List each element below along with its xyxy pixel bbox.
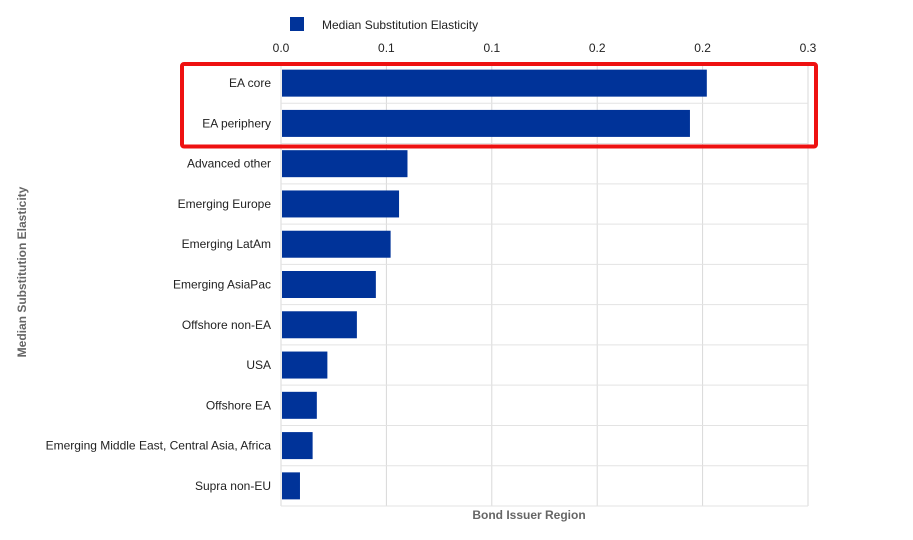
x-tick-labels: 0.0 0.1 0.1 0.2 0.2 0.3 <box>273 41 817 55</box>
category-label: Offshore EA <box>206 398 271 412</box>
category-label: USA <box>246 358 271 372</box>
bar <box>282 150 408 178</box>
highlight-group <box>180 62 818 149</box>
category-label: Offshore non-EA <box>182 318 271 332</box>
category-label: Emerging Middle East, Central Asia, Afri… <box>46 439 272 453</box>
bars <box>282 69 707 500</box>
bar <box>282 69 707 97</box>
x-tick-label: 0.1 <box>378 41 395 55</box>
x-tick-label: 0.1 <box>483 41 500 55</box>
bar <box>282 190 400 218</box>
y-axis-title: Median Substitution Elasticity <box>15 186 29 357</box>
bar <box>282 391 317 419</box>
legend: Median Substitution Elasticity <box>290 17 478 32</box>
bar <box>282 472 300 500</box>
category-label: Advanced other <box>187 157 271 171</box>
bar <box>282 271 376 298</box>
x-tick-label: 0.2 <box>694 41 711 55</box>
category-labels: EA core EA periphery Advanced other Emergin… <box>46 76 272 493</box>
category-label: EA periphery <box>202 116 271 130</box>
bar <box>282 351 328 379</box>
x-axis-title: Bond Issuer Region <box>472 508 585 522</box>
x-tick-label: 0.0 <box>273 41 290 55</box>
legend-swatch <box>290 17 304 31</box>
legend-label: Median Substitution Elasticity <box>322 18 478 32</box>
gridlines <box>280 62 809 507</box>
bar <box>282 230 391 258</box>
x-tick-label: 0.3 <box>800 41 817 55</box>
bar <box>282 311 357 339</box>
category-label: Emerging LatAm <box>182 237 271 251</box>
bar <box>282 432 313 460</box>
category-label: Emerging AsiaPac <box>173 278 271 292</box>
x-tick-label: 0.2 <box>589 41 606 55</box>
category-label: Emerging Europe <box>178 197 272 211</box>
highlight-box <box>180 62 818 149</box>
bar <box>282 109 690 137</box>
category-label: Supra non-EU <box>195 479 271 493</box>
category-label: EA core <box>229 76 271 90</box>
